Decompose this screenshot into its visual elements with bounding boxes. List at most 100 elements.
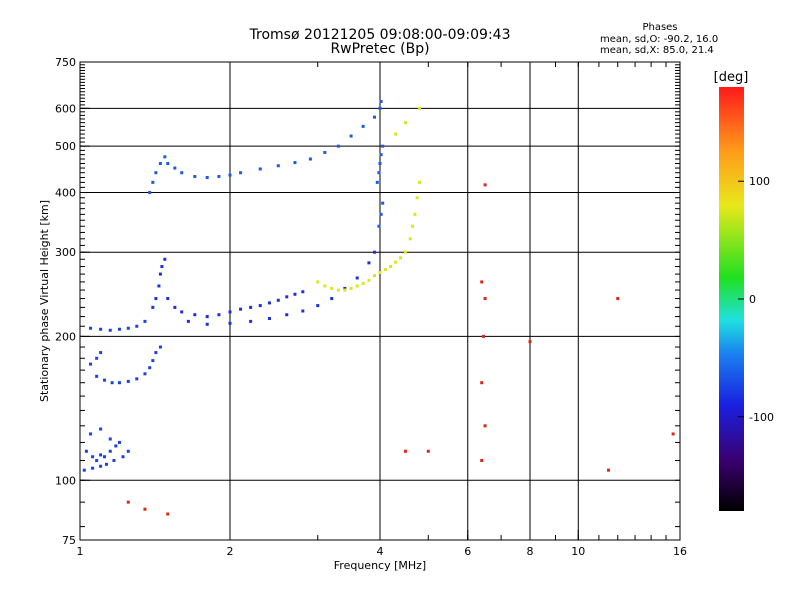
data-point xyxy=(143,319,147,323)
data-point xyxy=(276,164,280,168)
y-tick-label: 750 xyxy=(55,56,76,69)
data-point xyxy=(349,134,353,138)
data-point xyxy=(158,161,162,165)
data-point xyxy=(375,180,379,184)
data-point xyxy=(301,309,305,313)
data-point xyxy=(373,115,377,119)
data-point xyxy=(154,171,158,175)
y-tick-label: 400 xyxy=(55,186,76,199)
data-point xyxy=(316,304,320,308)
data-point xyxy=(267,316,271,320)
data-point xyxy=(528,340,532,344)
data-point xyxy=(89,326,93,330)
x-tick-label: 16 xyxy=(673,545,687,558)
data-point xyxy=(99,464,103,468)
data-point xyxy=(228,173,232,177)
x-tick-label: 6 xyxy=(464,545,471,558)
data-point xyxy=(381,144,385,148)
data-point xyxy=(293,292,297,296)
data-point xyxy=(148,366,152,370)
x-tick-label: 2 xyxy=(227,545,234,558)
data-point xyxy=(117,440,121,444)
colorbar-label: [deg] xyxy=(714,70,749,85)
x-axis-label: Frequency [MHz] xyxy=(334,559,426,572)
data-point xyxy=(99,351,103,355)
data-point xyxy=(394,260,398,264)
data-point xyxy=(217,313,221,317)
data-point xyxy=(616,297,620,301)
chart-subtitle: RwPretec (Bp) xyxy=(330,41,430,57)
y-tick-label: 100 xyxy=(55,474,76,487)
data-point xyxy=(103,455,107,459)
data-point xyxy=(403,449,407,453)
data-point xyxy=(373,274,377,278)
data-point xyxy=(205,315,209,319)
data-point xyxy=(143,507,147,511)
data-point xyxy=(84,449,88,453)
y-tick-label: 75 xyxy=(62,534,76,547)
data-point xyxy=(193,175,197,179)
data-point xyxy=(173,305,177,309)
data-point xyxy=(330,286,334,290)
data-point xyxy=(483,297,487,301)
x-tick-label: 10 xyxy=(571,545,585,558)
data-point xyxy=(143,372,147,376)
data-point xyxy=(379,153,383,157)
data-point xyxy=(158,272,162,276)
data-point xyxy=(95,356,99,360)
data-point xyxy=(336,288,340,292)
data-point xyxy=(205,175,209,179)
data-point xyxy=(276,298,280,302)
data-point xyxy=(249,319,253,323)
y-tick-label: 300 xyxy=(55,246,76,259)
y-tick-label: 200 xyxy=(55,330,76,343)
colorbar-tick-label: 100 xyxy=(749,175,770,188)
data-point xyxy=(258,304,262,308)
data-point xyxy=(607,468,611,472)
data-point xyxy=(343,286,347,290)
x-tick-label: 4 xyxy=(377,545,384,558)
data-point xyxy=(110,381,114,385)
data-point xyxy=(308,157,312,161)
data-point xyxy=(415,196,419,200)
data-point xyxy=(99,453,103,457)
data-point xyxy=(151,305,155,309)
data-point xyxy=(228,310,232,314)
data-point xyxy=(285,295,289,299)
data-point xyxy=(205,322,209,326)
data-point xyxy=(148,190,152,194)
data-point xyxy=(301,290,305,294)
data-point xyxy=(193,313,197,317)
data-point xyxy=(285,313,289,317)
data-point xyxy=(166,512,170,516)
data-point xyxy=(228,321,232,325)
data-point xyxy=(126,379,130,383)
data-point xyxy=(89,432,93,436)
y-tick-label: 500 xyxy=(55,140,76,153)
data-point xyxy=(481,334,485,338)
data-point xyxy=(379,212,383,216)
chart-title: Tromsø 20121205 09:08:00-09:09:43 xyxy=(249,27,511,43)
data-point xyxy=(378,161,382,165)
phase-stats-o-line: mean, sd,O: -90.2, 16.0 xyxy=(600,34,719,45)
data-point xyxy=(95,458,99,462)
data-point xyxy=(367,261,371,265)
data-point xyxy=(135,324,139,328)
data-point xyxy=(378,271,382,275)
data-point xyxy=(151,180,155,184)
data-point xyxy=(157,284,161,288)
data-point xyxy=(82,468,86,472)
data-point xyxy=(239,171,243,175)
data-point xyxy=(323,284,327,288)
data-point xyxy=(480,381,484,385)
data-point xyxy=(403,121,407,125)
data-point xyxy=(480,280,484,284)
data-point xyxy=(91,455,95,459)
data-point xyxy=(126,500,130,504)
data-point xyxy=(361,124,365,128)
data-point xyxy=(163,155,167,159)
data-point xyxy=(114,444,118,448)
data-point xyxy=(163,257,167,261)
data-point xyxy=(99,327,103,331)
